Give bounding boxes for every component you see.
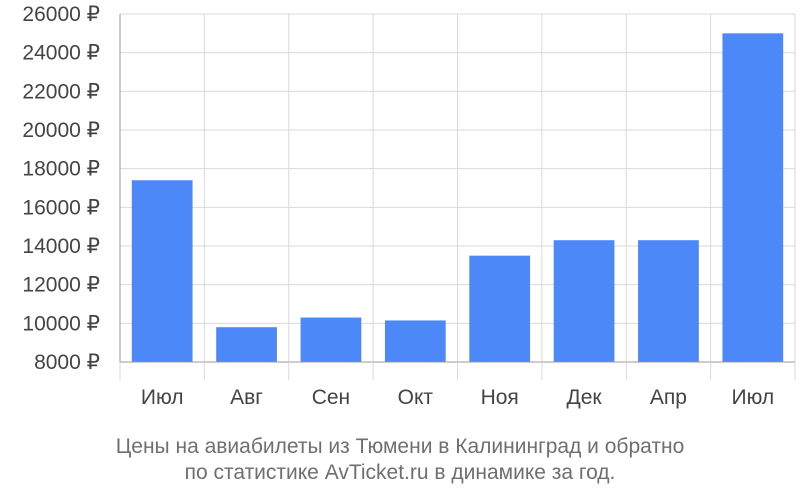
y-tick-label: 24000 ₽	[22, 42, 100, 65]
y-tick-label: 14000 ₽	[22, 235, 100, 258]
chart-subtitle: по статистике AvTicket.ru в динамике за …	[184, 461, 616, 484]
bar	[131, 180, 193, 362]
chart-title: Цены на авиабилеты из Тюмени в Калинингр…	[115, 435, 685, 458]
y-tick-label: 12000 ₽	[22, 274, 100, 297]
x-tick-label: Ноя	[481, 386, 519, 409]
x-tick-label: Июл	[731, 386, 774, 409]
x-tick-label: Июл	[141, 386, 184, 409]
x-tick-label: Окт	[398, 386, 434, 409]
bar	[553, 240, 615, 362]
bar	[300, 317, 362, 362]
x-tick-label: Сен	[312, 386, 350, 409]
x-tick-label: Апр	[650, 386, 687, 409]
x-tick-label: Дек	[567, 386, 603, 409]
y-tick-label: 20000 ₽	[22, 119, 100, 142]
y-tick-labels: 8000 ₽ 10000 ₽ 12000 ₽ 14000 ₽ 16000 ₽ 18000 …	[22, 3, 100, 374]
y-tick-label: 18000 ₽	[22, 158, 100, 181]
y-tick-label: 16000 ₽	[22, 196, 100, 219]
x-tick-label: Авг	[230, 386, 263, 409]
bar	[638, 240, 699, 362]
y-tick-label: 26000 ₽	[22, 3, 100, 26]
x-tick-labels: Июл Авг Сен Окт Ноя Дек Апр Июл	[141, 386, 774, 409]
bar	[216, 327, 277, 362]
y-tick-label: 8000 ₽	[34, 351, 100, 374]
bars	[131, 33, 784, 362]
bar	[469, 255, 531, 362]
y-tick-label: 22000 ₽	[22, 80, 100, 103]
bar	[384, 320, 446, 362]
bar	[722, 33, 784, 362]
axes	[119, 14, 796, 380]
y-tick-label: 10000 ₽	[22, 312, 100, 335]
